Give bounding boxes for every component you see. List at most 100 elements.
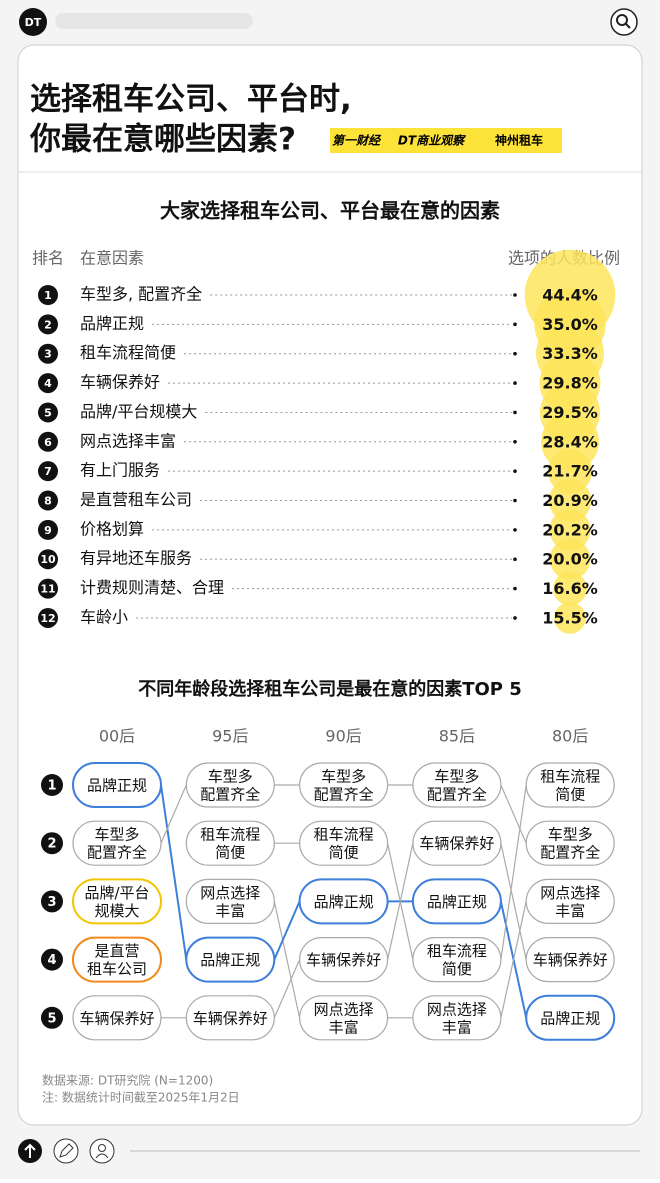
node-label: 简便 bbox=[442, 960, 472, 978]
rank-number: 5 bbox=[47, 1011, 56, 1026]
search-bar[interactable] bbox=[55, 13, 253, 29]
node-label: 车型多 bbox=[434, 768, 479, 786]
profile-icon bbox=[95, 1153, 109, 1159]
connector bbox=[500, 843, 527, 960]
factor-node bbox=[72, 936, 162, 983]
leader-dot bbox=[513, 586, 517, 591]
footer-note: 注: 数据统计时间截至2025年1月2日 bbox=[42, 1090, 240, 1105]
bubble bbox=[549, 509, 591, 551]
node-label: 车辆保养好 bbox=[306, 951, 381, 969]
rank-number: 1 bbox=[44, 289, 52, 302]
node-label: 配置齐全 bbox=[314, 786, 374, 804]
rank-number: 3 bbox=[44, 348, 52, 361]
factor-node bbox=[412, 762, 502, 808]
edit-button[interactable] bbox=[53, 1138, 79, 1164]
factor-name: 租车流程简便 bbox=[80, 343, 176, 362]
rank-badge bbox=[41, 948, 63, 971]
factor-name: 车型多, 配置齐全 bbox=[80, 285, 202, 304]
factor-node bbox=[185, 995, 275, 1041]
column-header: 00后 bbox=[99, 727, 135, 746]
node-label: 品牌正规 bbox=[540, 1009, 600, 1027]
brand: DT商业观察 bbox=[398, 134, 466, 148]
node-label: 网点选择 bbox=[314, 1000, 374, 1018]
rank-number: 1 bbox=[47, 779, 56, 794]
leader-dot bbox=[513, 410, 517, 415]
node-label: 品牌/平台 bbox=[84, 884, 149, 902]
factor-node bbox=[525, 762, 615, 808]
factor-name: 车龄小 bbox=[80, 607, 128, 626]
node-label: 网点选择 bbox=[540, 884, 600, 902]
node-label: 车辆保养好 bbox=[419, 835, 494, 853]
factor-name: 品牌正规 bbox=[80, 314, 144, 333]
logo-text: DT bbox=[25, 16, 42, 29]
rank-number: 4 bbox=[44, 377, 52, 390]
rank-number: 7 bbox=[44, 465, 52, 478]
leader-dot bbox=[513, 616, 517, 620]
node-label: 规模大 bbox=[94, 902, 139, 920]
rank-badge bbox=[38, 461, 58, 482]
node-label: 车型多 bbox=[208, 768, 253, 786]
factor-node bbox=[185, 762, 275, 808]
node-label: 品牌正规 bbox=[200, 951, 260, 969]
node-label: 丰富 bbox=[442, 1018, 472, 1036]
rank-badge bbox=[38, 490, 58, 511]
rank-number: 5 bbox=[44, 406, 52, 419]
profile-icon bbox=[98, 1144, 106, 1152]
node-label: 租车流程 bbox=[540, 768, 600, 786]
search-icon bbox=[625, 23, 631, 29]
factor-name: 有上门服务 bbox=[80, 461, 160, 480]
connector bbox=[500, 901, 527, 1018]
connector bbox=[160, 784, 187, 844]
node-label: 丰富 bbox=[555, 902, 585, 920]
value-label: 15.5% bbox=[542, 608, 598, 627]
factor-name: 网点选择丰富 bbox=[80, 431, 176, 450]
value-label: 20.9% bbox=[542, 491, 598, 510]
rank-badge bbox=[41, 890, 63, 913]
rank-badge bbox=[38, 549, 58, 570]
node-label: 丰富 bbox=[215, 902, 245, 920]
rank-number: 2 bbox=[47, 837, 56, 852]
bubble bbox=[553, 571, 587, 606]
node-label: 是直营 bbox=[94, 942, 139, 960]
factor-node bbox=[412, 936, 502, 983]
rank-number: 9 bbox=[44, 524, 52, 537]
rank-badge bbox=[38, 607, 58, 628]
logo-badge[interactable] bbox=[19, 8, 47, 36]
node-label: 品牌正规 bbox=[314, 893, 374, 911]
leader-dot bbox=[513, 498, 517, 503]
up-icon bbox=[24, 1143, 36, 1158]
node-label: 配置齐全 bbox=[427, 786, 487, 804]
footer-note: 数据来源: DT研究院 (N=1200) bbox=[42, 1073, 213, 1088]
value-label: 29.8% bbox=[542, 374, 598, 393]
rank-number: 4 bbox=[47, 953, 56, 968]
node-label: 车辆保养好 bbox=[193, 1009, 268, 1027]
connector bbox=[500, 784, 527, 960]
ranking-title: 大家选择租车公司、平台最在意的因素 bbox=[160, 199, 500, 223]
node-label: 车辆保养好 bbox=[533, 951, 608, 969]
factor-name: 车辆保养好 bbox=[80, 373, 160, 392]
rank-number: 6 bbox=[44, 436, 52, 449]
factor-node bbox=[525, 878, 615, 925]
leader-dot bbox=[513, 440, 517, 444]
value-label: 21.7% bbox=[542, 462, 598, 481]
node-label: 配置齐全 bbox=[540, 844, 600, 862]
connector bbox=[273, 901, 301, 960]
brand: 第一财经 bbox=[332, 134, 382, 148]
rank-number: 3 bbox=[47, 895, 56, 910]
factor-name: 是直营租车公司 bbox=[80, 490, 192, 509]
value-label: 16.6% bbox=[542, 579, 598, 598]
factor-node bbox=[185, 878, 275, 925]
rank-badge bbox=[41, 774, 63, 796]
factor-node bbox=[72, 995, 162, 1041]
factor-node bbox=[411, 878, 502, 925]
leader-dot bbox=[513, 528, 517, 532]
factor-node bbox=[525, 994, 616, 1041]
value-label: 20.0% bbox=[542, 550, 598, 569]
node-label: 租车公司 bbox=[87, 960, 147, 978]
rank-number: 8 bbox=[44, 495, 52, 508]
value-label: 35.0% bbox=[542, 315, 598, 334]
brand-strip bbox=[330, 128, 562, 153]
search-button[interactable] bbox=[610, 8, 638, 36]
leader-dot bbox=[513, 293, 517, 297]
search-icon bbox=[616, 14, 628, 26]
